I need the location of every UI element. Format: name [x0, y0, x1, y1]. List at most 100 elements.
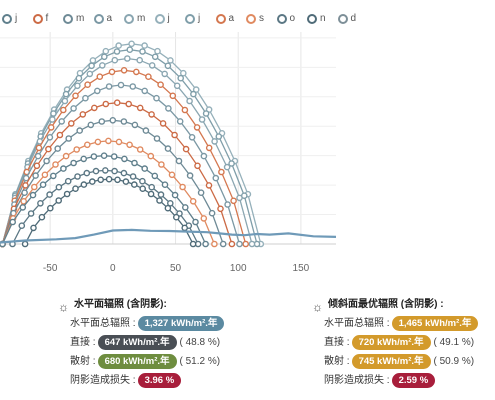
- tilted-panel-title: 倾斜面最优辐照 (含阴影) :: [328, 299, 444, 310]
- legend-marker-icon: [215, 14, 226, 24]
- sun-path-point: [80, 181, 88, 188]
- sun-path-point: [168, 171, 176, 179]
- sun-path-point: [189, 197, 197, 205]
- sun-path-point: [153, 94, 160, 102]
- sun-path-point: [60, 165, 67, 172]
- sun-path-point: [200, 152, 208, 160]
- sun-path-point: [161, 181, 169, 188]
- sun-path-point: [86, 70, 94, 78]
- legend-item[interactable]: o: [276, 10, 303, 28]
- sun-path-point: [205, 182, 213, 189]
- sun-path-point: [167, 57, 174, 64]
- stat-row: 直接 :720 kWh/m².年( 49.1 %): [324, 333, 495, 352]
- legend-item[interactable]: a: [93, 10, 120, 28]
- legend-item[interactable]: m: [124, 10, 150, 28]
- legend-item[interactable]: a: [215, 10, 242, 28]
- sun-path-point: [153, 135, 161, 142]
- sun-path-point: [202, 110, 210, 117]
- legend-label: m: [76, 13, 85, 24]
- sun-path-point: [176, 118, 184, 125]
- sun-path-point: [21, 240, 29, 248]
- horizontal-irradiation-panel: ☼ 水平面辐照 (含阴影): 水平面总辐照 :1,327 kWh/m².年 直接 …: [58, 296, 288, 390]
- legend-marker-icon: [124, 14, 134, 24]
- sun-path-point: [157, 81, 164, 89]
- legend-marker-icon: [307, 14, 317, 24]
- sun-path-point: [148, 183, 155, 191]
- sun-path-point: [164, 204, 172, 212]
- sun-icon: ☼: [312, 300, 323, 314]
- sun-path-point: [157, 191, 165, 198]
- stat-label: 阴影造成损失 :: [70, 375, 136, 386]
- sun-path-point: [105, 175, 113, 183]
- x-tick-label: 100: [230, 263, 247, 274]
- sun-path-point: [189, 240, 197, 248]
- sun-path-point: [186, 97, 193, 105]
- legend-item[interactable]: n: [307, 10, 333, 28]
- stat-percent: ( 50.9 %): [433, 356, 475, 367]
- sun-path-point: [29, 191, 37, 199]
- stat-value-badge: 680 kWh/m².年: [97, 354, 177, 369]
- sun-path-point: [124, 55, 131, 62]
- legend-item[interactable]: s: [246, 10, 272, 28]
- sun-path-point: [248, 240, 256, 248]
- stat-row: 水平面总辐照 :1,465 kWh/m².年: [324, 314, 495, 333]
- sun-path-point: [111, 56, 119, 64]
- x-tick-label: 50: [170, 263, 182, 274]
- sun-path-point: [197, 189, 205, 196]
- x-tick-label: 150: [293, 263, 310, 274]
- sun-path-point: [18, 222, 26, 229]
- sun-path-point: [151, 172, 159, 180]
- legend-label: j: [15, 13, 18, 24]
- sun-path-point: [219, 240, 227, 248]
- stat-value-badge: 1,327 kWh/m².年: [137, 316, 225, 331]
- legend-item[interactable]: j: [185, 10, 211, 28]
- stat-label: 水平面总辐照 :: [70, 318, 136, 329]
- legend-item[interactable]: m: [63, 10, 89, 28]
- sun-path-point: [223, 163, 231, 171]
- legend-item[interactable]: f: [32, 10, 59, 28]
- legend-item[interactable]: j: [154, 10, 181, 28]
- sun-path-point: [122, 178, 130, 185]
- sun-path-chart: -50 0 50 100 150: [0, 32, 337, 274]
- tilted-panel-header: ☼ 倾斜面最优辐照 (含阴影) :: [312, 296, 495, 314]
- sun-path-point: [132, 68, 140, 76]
- sun-path-point: [30, 224, 37, 232]
- sun-path-point: [114, 176, 121, 184]
- sun-path-point: [58, 118, 66, 125]
- sun-path-point: [192, 218, 199, 226]
- sun-path-point: [148, 62, 156, 69]
- stat-label: 水平面总辐照 :: [324, 318, 390, 329]
- sun-path-point: [186, 172, 194, 179]
- legend-marker-icon: [93, 14, 104, 24]
- sun-path-point: [35, 144, 43, 152]
- sun-path-point: [70, 105, 77, 112]
- sun-path-point: [50, 172, 57, 180]
- legend-item[interactable]: j: [2, 10, 28, 28]
- sun-path-point: [21, 189, 28, 196]
- tilted-irradiation-panel: ☼ 倾斜面最优辐照 (含阴影) : 水平面总辐照 :1,465 kWh/m².年…: [312, 296, 495, 390]
- legend-item[interactable]: d: [337, 10, 364, 28]
- sun-path-point: [156, 197, 163, 204]
- sun-path-point: [45, 145, 52, 153]
- sun-path-point: [171, 131, 178, 139]
- sun-path-point: [148, 111, 155, 118]
- sun-path-point: [172, 213, 180, 221]
- sun-path-point: [126, 46, 134, 54]
- sun-path-point: [171, 191, 179, 199]
- sun-path-point: [173, 82, 181, 90]
- legend-marker-icon: [32, 14, 43, 24]
- sun-path-point: [89, 57, 97, 64]
- sun-path-point: [84, 81, 91, 89]
- sun-path-point: [218, 168, 225, 176]
- sun-path-point: [147, 152, 155, 160]
- sun-path-point: [63, 190, 71, 198]
- sun-path-point: [87, 121, 95, 129]
- sun-path-point: [242, 240, 249, 248]
- sun-path-point: [198, 116, 206, 123]
- sun-path-point: [181, 204, 189, 211]
- sun-path-point: [32, 172, 39, 179]
- sun-path-point: [91, 104, 98, 112]
- stat-row: 阴影造成损失 :2.59 %: [324, 371, 495, 390]
- sun-path-point: [56, 131, 64, 139]
- sun-path-point: [94, 138, 102, 146]
